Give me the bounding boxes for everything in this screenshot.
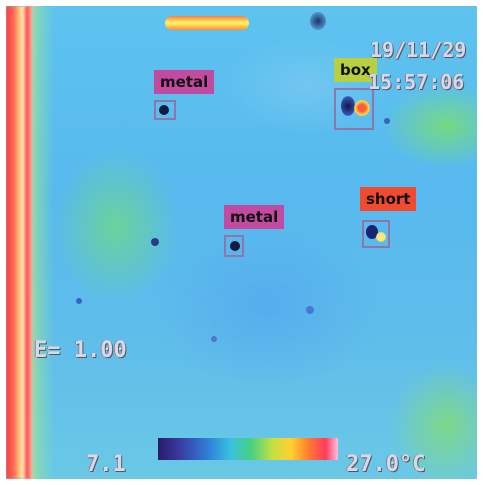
cold-spot	[384, 118, 390, 124]
detection-label-metal: metal	[154, 70, 215, 94]
box-object-cold	[341, 96, 355, 116]
time-readout: 15:57:06	[368, 70, 465, 94]
metal-object	[230, 241, 240, 251]
emissivity-readout: E= 1.00	[34, 338, 127, 363]
cold-spot	[76, 298, 82, 304]
detection-box-box	[334, 88, 374, 130]
metal-object	[159, 105, 169, 115]
temperature-scale-bar	[158, 438, 338, 460]
detection-label-metal: metal	[224, 205, 285, 229]
short-object-cold	[366, 225, 378, 239]
thermal-image	[6, 6, 477, 479]
detection-box-metal	[154, 100, 176, 120]
hot-edge	[6, 6, 32, 479]
scale-min-label: 7.1	[86, 452, 126, 477]
cold-spot	[151, 238, 159, 246]
short-object-hot	[376, 232, 386, 242]
hot-strip-top	[165, 16, 249, 30]
detection-label-short: short	[360, 187, 417, 211]
cold-spot	[211, 336, 217, 342]
cold-spot	[310, 12, 326, 30]
scale-max-label: 27.0°C	[346, 452, 426, 477]
cold-spot	[306, 306, 314, 314]
box-object-warm	[354, 100, 370, 116]
detection-box-metal	[224, 235, 244, 257]
detection-box-short	[362, 220, 390, 248]
date-readout: 19/11/29	[370, 38, 467, 62]
detection-label-box: box	[334, 58, 377, 82]
